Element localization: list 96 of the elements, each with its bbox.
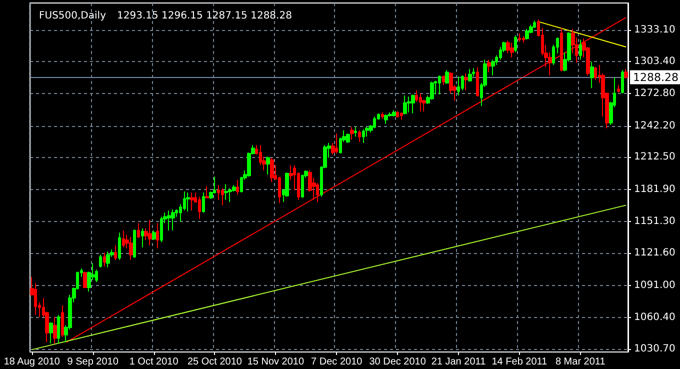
candlestick xyxy=(464,72,468,91)
candlestick xyxy=(396,110,399,118)
candlestick xyxy=(301,174,304,198)
candlestick xyxy=(624,68,628,79)
x-tick-label: 14 Feb 2011 xyxy=(492,356,548,368)
candlestick xyxy=(160,216,163,243)
candlestick xyxy=(53,316,57,344)
candlestick xyxy=(621,70,624,94)
candlestick xyxy=(186,192,190,212)
candlestick xyxy=(590,61,594,89)
y-tick-label: 1272.80 xyxy=(634,88,676,100)
y-tick-label: 1121.60 xyxy=(634,248,676,259)
text: FUS500,Daily xyxy=(39,10,106,22)
candlestick xyxy=(487,59,491,73)
x-tick-label: 25 Oct 2010 xyxy=(187,356,242,368)
candlestick xyxy=(381,112,384,120)
y-tick-label: 1151.30 xyxy=(634,216,676,228)
x-tick-label: 9 Sep 2010 xyxy=(67,356,119,368)
candlestick xyxy=(106,251,110,268)
candlestick xyxy=(506,40,510,54)
candlestick xyxy=(202,192,205,214)
candlestick xyxy=(373,116,376,129)
x-tick-label: 8 Mar 2011 xyxy=(555,356,606,368)
candlestick xyxy=(617,84,620,93)
x-tick-label: 18 Aug 2010 xyxy=(4,356,60,368)
candlestick xyxy=(419,92,422,112)
candlestick xyxy=(152,230,156,240)
candlestick xyxy=(411,94,415,114)
ref-line-label: 1288.28 xyxy=(633,70,678,84)
candlestick xyxy=(468,68,472,82)
text: 1293.15 1296.15 1287.15 1288.28 xyxy=(117,10,292,22)
candlestick xyxy=(114,244,117,261)
candlestick xyxy=(205,186,209,198)
candlestick xyxy=(99,254,102,268)
candlestick xyxy=(457,76,460,96)
candlestick xyxy=(103,252,106,267)
candlestick xyxy=(354,126,357,138)
y-tick-label: 1060.40 xyxy=(634,312,676,324)
candlestick xyxy=(579,39,582,60)
candlestick xyxy=(156,222,159,249)
candlestick xyxy=(384,114,388,124)
x-tick-label: 1 Oct 2010 xyxy=(129,356,179,368)
candlestick xyxy=(400,112,403,120)
candlestick xyxy=(221,188,224,206)
y-tick-label: 1091.00 xyxy=(634,280,676,291)
candlestick xyxy=(83,271,87,288)
x-tick-label: 30 Dec 2010 xyxy=(369,356,426,368)
candlestick xyxy=(148,219,152,246)
candlestick xyxy=(133,228,136,258)
candlestick xyxy=(346,132,350,144)
candlestick xyxy=(362,128,365,144)
y-tick-label: 1333.10 xyxy=(634,24,676,36)
y-tick-label: 1181.90 xyxy=(634,184,676,195)
candlestick xyxy=(171,208,175,231)
x-tick-label: 15 Nov 2010 xyxy=(247,356,304,368)
candlestick xyxy=(137,222,140,238)
candlestick xyxy=(141,228,144,248)
candlestick xyxy=(510,42,514,58)
candlestick xyxy=(167,210,171,231)
candlestick xyxy=(61,304,64,338)
candlestick xyxy=(594,66,597,80)
candlestick xyxy=(335,132,338,154)
candlestick xyxy=(403,94,407,115)
candlestick xyxy=(270,157,274,182)
candlestick xyxy=(514,34,517,53)
candlestick xyxy=(228,188,232,203)
candlestick xyxy=(129,236,133,261)
y-tick-label: 1303.40 xyxy=(634,56,676,67)
y-tick-label: 1030.70 xyxy=(634,343,676,354)
candlestick xyxy=(198,196,201,220)
candlestick xyxy=(438,74,441,95)
candlestick xyxy=(518,32,521,42)
candlestick xyxy=(122,230,125,248)
candlestick xyxy=(430,81,434,100)
x-tick-label: 21 Jan 2011 xyxy=(431,356,486,368)
candlestick xyxy=(224,184,228,200)
candlestick xyxy=(476,66,479,98)
candlestick xyxy=(392,110,396,118)
candlestick xyxy=(57,314,60,344)
candlestick xyxy=(442,74,445,86)
y-tick-label: 1212.50 xyxy=(634,152,676,163)
candlestick xyxy=(236,179,239,196)
candlestick xyxy=(350,126,354,140)
candlestick xyxy=(560,27,563,72)
candlestick xyxy=(190,192,194,211)
candlestick xyxy=(118,232,121,261)
candlestick xyxy=(49,322,53,344)
x-tick-label: 7 Dec 2010 xyxy=(311,356,363,368)
candlestick xyxy=(407,96,411,113)
candlestick xyxy=(358,130,361,142)
candlestick xyxy=(445,70,449,84)
candlestick xyxy=(491,59,495,76)
candlestick xyxy=(525,28,529,40)
y-tick-label: 1242.20 xyxy=(634,120,676,132)
candlestick xyxy=(522,36,525,44)
candlestick xyxy=(266,156,270,176)
